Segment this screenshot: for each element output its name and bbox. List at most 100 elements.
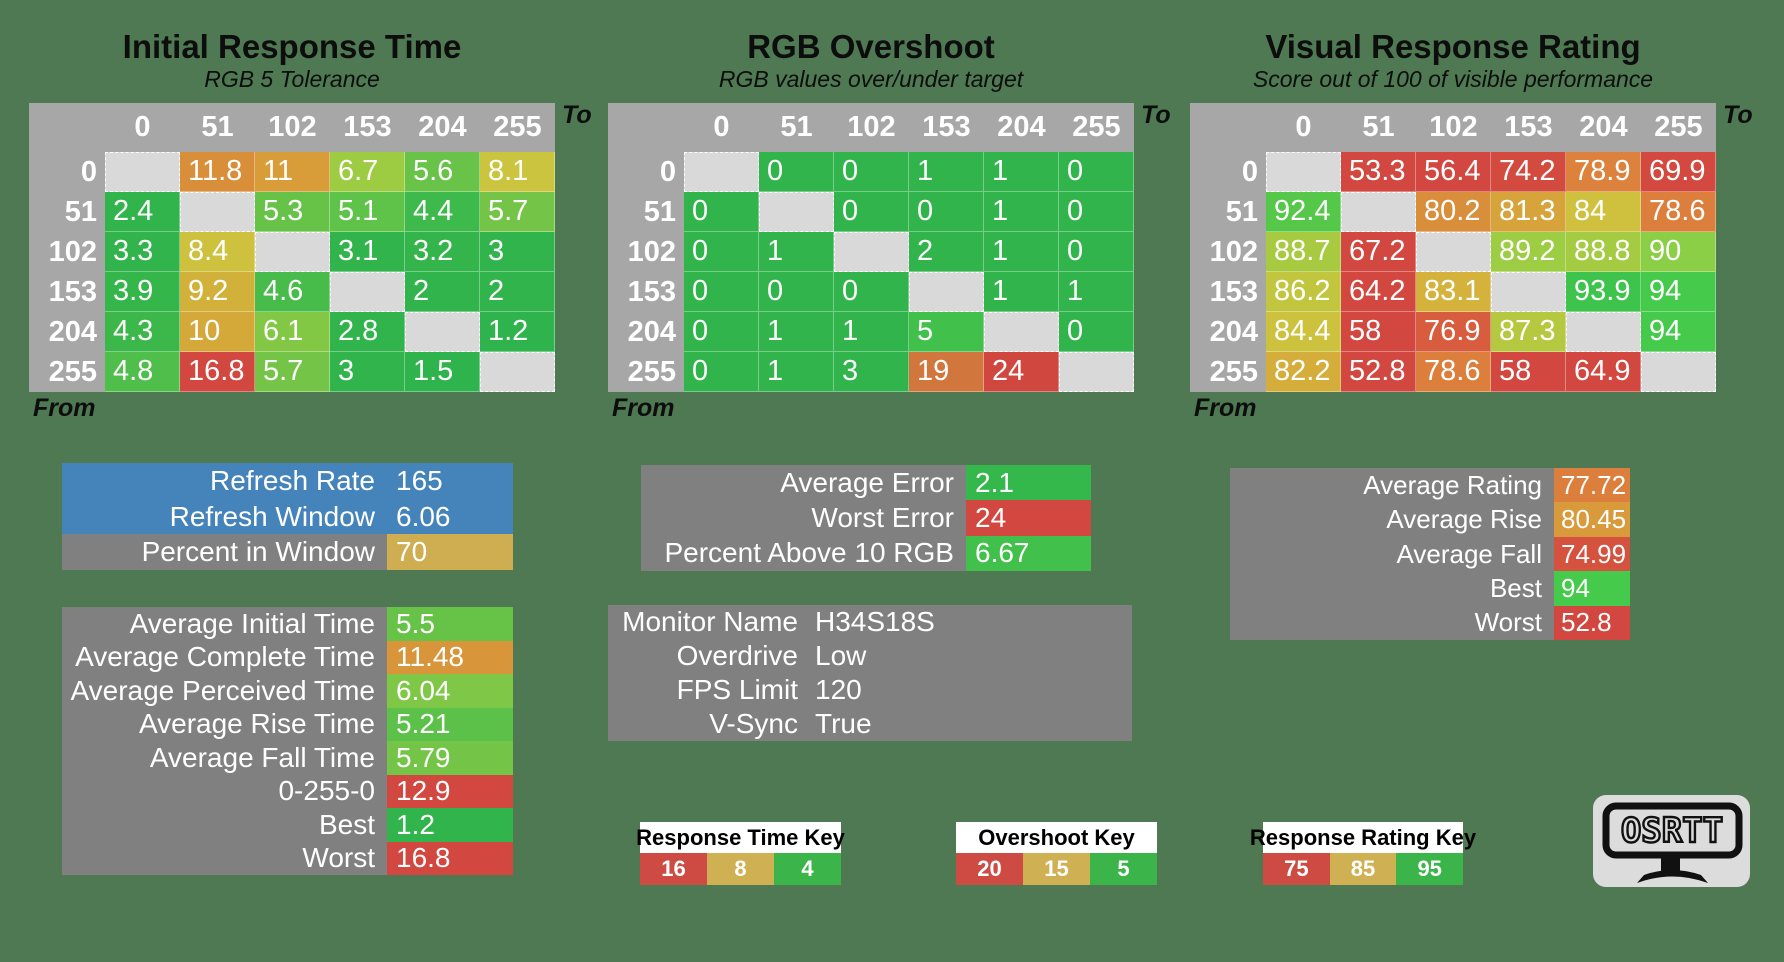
heatmap-diagonal-cell — [1491, 272, 1566, 312]
heatmap-cell: 78.6 — [1416, 352, 1491, 392]
heatmap-cell: 2 — [480, 272, 555, 312]
heatmap-col-header: 153 — [330, 103, 405, 152]
heatmap-cell: 67.2 — [1341, 232, 1416, 272]
heatmap-cell: 5.1 — [330, 192, 405, 232]
heatmap-cell: 89.2 — [1491, 232, 1566, 272]
heatmap-cell: 3 — [480, 232, 555, 272]
heatmap-cell: 6.1 — [255, 312, 330, 352]
heatmap-grid: 0 51 102 153 204 255 0 11.8 11 6.7 5.6 8.1 51 2.4 5.3 5… — [29, 103, 555, 392]
heatmap-cell: 93.9 — [1566, 272, 1641, 312]
heatmap-cell: 3 — [330, 352, 405, 392]
heatmap-row-header: 0 — [29, 152, 105, 192]
panel-row-label: Best — [62, 808, 387, 842]
axis-to-label: To — [562, 101, 592, 129]
heatmap-title: RGB Overshoot — [747, 28, 995, 65]
heatmap-col-header: 102 — [255, 103, 330, 152]
panel-row-value: 6.67 — [966, 535, 1091, 571]
heatmap-cell: 0 — [684, 272, 759, 312]
heatmap-diagonal-cell — [1416, 232, 1491, 272]
heatmap-cell: 3.3 — [105, 232, 180, 272]
key-color-cell: 8 — [707, 853, 774, 885]
heatmap-col-header: 153 — [1491, 103, 1566, 152]
key-color-cell: 4 — [774, 853, 841, 885]
panel-row-value: 165 — [387, 463, 513, 499]
heatmap-cell: 2 — [909, 232, 984, 272]
panel-row: Average Complete Time 11.48 — [62, 640, 513, 674]
panel-row-label: Percent Above 10 RGB — [641, 535, 966, 571]
heatmap-cell: 8.1 — [480, 152, 555, 192]
heatmap-cell: 2.4 — [105, 192, 180, 232]
panel-row: Monitor Name H34S18S — [608, 605, 1132, 639]
heatmap-cell: 5.7 — [255, 352, 330, 392]
panel-row: Percent in Window 70 — [62, 534, 513, 571]
heatmap-row-header: 204 — [1190, 312, 1266, 352]
heatmap-diagonal-cell — [1059, 352, 1134, 392]
heatmap-corner-cell — [608, 103, 684, 152]
heatmap-cell: 82.2 — [1266, 352, 1341, 392]
heatmap-cell: 16.8 — [180, 352, 255, 392]
heatmap-cell: 78.9 — [1566, 152, 1641, 192]
overshoot-summary-panel: Average Error 2.1 Worst Error 24 Percent Abo… — [641, 465, 1091, 571]
overshoot-key: Overshoot Key 20 15 5 — [956, 822, 1157, 885]
heatmap-diagonal-cell — [684, 152, 759, 192]
panel-row-value: 24 — [966, 500, 1091, 536]
heatmap-diagonal-cell — [1641, 352, 1716, 392]
heatmap-col-header: 102 — [1416, 103, 1491, 152]
response-time-summary-panel: Average Initial Time 5.5 Average Complete … — [62, 607, 513, 875]
panel-row-value: 6.06 — [387, 498, 513, 535]
heatmap-cell: 78.6 — [1641, 192, 1716, 232]
panel-row-label: Worst — [62, 841, 387, 875]
heatmap-title: Visual Response Rating — [1265, 28, 1641, 65]
panel-row-value: 5.79 — [387, 741, 513, 775]
rating-summary-panel: Average Rating 77.72 Average Rise 80.45 Aver… — [1230, 468, 1630, 641]
heatmap-grid: 0 51 102 153 204 255 0 53.3 56.4 74.2 78.9 69.9 51 92… — [1190, 103, 1716, 392]
panel-row-label: Average Perceived Time — [62, 674, 387, 708]
heatmap-col-header: 255 — [1059, 103, 1134, 152]
panel-row-value: 52.8 — [1554, 605, 1630, 641]
key-color-cell: 15 — [1023, 853, 1090, 885]
panel-row: Overdrive Low — [608, 639, 1132, 673]
panel-row-value: Low — [798, 639, 1132, 673]
heatmap-diagonal-cell — [984, 312, 1059, 352]
key-title: Response Time Key — [636, 822, 845, 853]
heatmap-diagonal-cell — [1266, 152, 1341, 192]
heatmap-cell: 0 — [684, 352, 759, 392]
key-cells: 20 15 5 — [956, 853, 1157, 885]
key-cells: 16 8 4 — [640, 853, 841, 885]
heatmap-diagonal-cell — [180, 192, 255, 232]
heatmap-cell: 4.4 — [405, 192, 480, 232]
key-title: Overshoot Key — [956, 822, 1157, 853]
heatmap-cell: 58 — [1491, 352, 1566, 392]
axis-from-label: From — [33, 394, 96, 422]
heatmap-cell: 94 — [1641, 272, 1716, 312]
heatmap-row-header: 102 — [1190, 232, 1266, 272]
panel-row-value: 6.04 — [387, 674, 513, 708]
heatmap-cell: 1.5 — [405, 352, 480, 392]
heatmap-cell: 92.4 — [1266, 192, 1341, 232]
panel-row: Refresh Window 6.06 — [62, 498, 513, 535]
panel-row-label: Worst — [1230, 605, 1554, 641]
panel-row: Average Rise Time 5.21 — [62, 707, 513, 741]
panel-row-label: Percent in Window — [62, 534, 387, 571]
heatmap-col-header: 255 — [1641, 103, 1716, 152]
heatmap-col-header: 204 — [405, 103, 480, 152]
panel-row-value: True — [798, 707, 1132, 741]
panel-row-value: 94 — [1554, 571, 1630, 606]
heatmap-col-header: 0 — [105, 103, 180, 152]
key-color-cell: 95 — [1396, 853, 1464, 885]
heatmap-cell: 3.2 — [405, 232, 480, 272]
heatmap-cell: 0 — [684, 312, 759, 352]
heatmap-cell: 0 — [759, 152, 834, 192]
heatmap-cell: 1 — [984, 152, 1059, 192]
heatmap-row-header: 153 — [29, 272, 105, 312]
panel-row-label: Average Error — [641, 465, 966, 501]
heatmap-cell: 1 — [1059, 272, 1134, 312]
panel-row-value: 16.8 — [387, 841, 513, 875]
heatmap-col-header: 51 — [1341, 103, 1416, 152]
heatmap-cell: 9.2 — [180, 272, 255, 312]
key-title: Response Rating Key — [1250, 822, 1476, 853]
axis-to-label: To — [1723, 101, 1753, 129]
heatmap-row-header: 0 — [608, 152, 684, 192]
heatmap-cell: 5.6 — [405, 152, 480, 192]
axis-from-label: From — [1194, 394, 1257, 422]
